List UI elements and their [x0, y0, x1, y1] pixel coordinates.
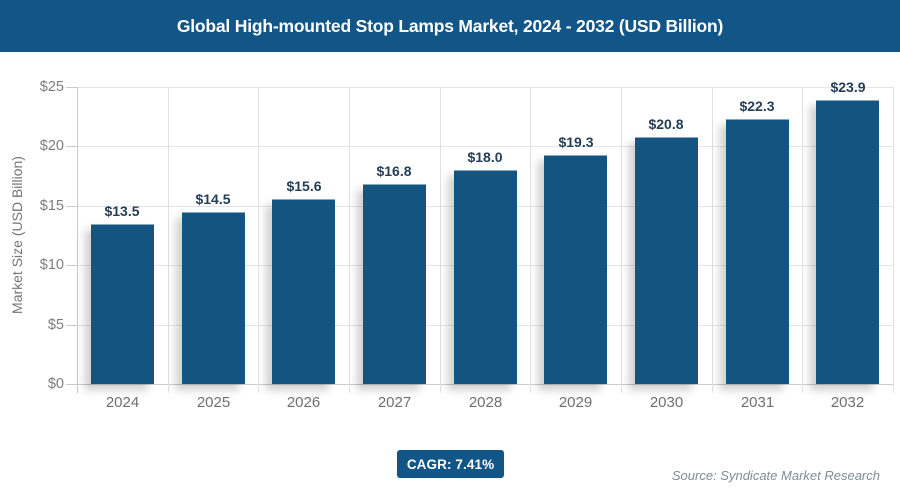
bar-value-label: $19.3 [558, 134, 594, 150]
y-axis-title: Market Size (USD Billion) [9, 156, 25, 314]
bar-2028 [454, 170, 517, 384]
x-gridline [530, 87, 531, 393]
x-axis-label: 2032 [830, 394, 865, 411]
chart-header: Global High-mounted Stop Lamps Market, 2… [0, 0, 900, 52]
bar-2027 [363, 184, 426, 384]
x-axis-label: 2028 [468, 394, 503, 411]
bar-value-label: $22.3 [739, 98, 775, 114]
bar-value-label: $13.5 [104, 203, 140, 219]
bar-2026 [272, 199, 335, 384]
x-gridline [802, 87, 803, 393]
bar-value-label: $16.8 [376, 163, 412, 179]
x-gridline [168, 87, 169, 393]
y-gridline [77, 384, 893, 385]
x-gridline [440, 87, 441, 393]
x-gridline [893, 87, 894, 393]
x-axis-label: 2031 [740, 394, 775, 411]
x-gridline [621, 87, 622, 393]
y-tick-mark [66, 87, 77, 88]
y-tick-label: $10 [39, 257, 64, 273]
y-tick-label: $20 [39, 138, 64, 154]
bar-value-label: $23.9 [830, 79, 866, 95]
x-axis-label: 2024 [105, 394, 140, 411]
y-tick-label: $0 [47, 376, 64, 392]
x-axis-label: 2027 [377, 394, 412, 411]
chart-title: Global High-mounted Stop Lamps Market, 2… [176, 15, 724, 36]
bar-value-label: $20.8 [648, 116, 684, 132]
bar-2024 [91, 224, 154, 384]
x-gridline [349, 87, 350, 393]
bar-2032 [816, 100, 879, 384]
bar-value-label: $18.0 [467, 149, 503, 165]
y-tick-mark [66, 265, 77, 266]
bar-value-label: $15.6 [286, 178, 322, 194]
bar-2030 [635, 137, 698, 384]
y-tick-mark [66, 206, 77, 207]
bar-2025 [182, 212, 245, 384]
x-axis-label: 2030 [649, 394, 684, 411]
y-tick-mark [66, 325, 77, 326]
y-tick-mark [66, 384, 77, 385]
y-tick-label: $5 [47, 317, 64, 333]
x-gridline [712, 87, 713, 393]
source-text: Source: Syndicate Market Research [671, 468, 880, 483]
y-gridline [77, 146, 893, 147]
y-tick-mark [66, 146, 77, 147]
bar-2031 [726, 119, 789, 384]
x-axis-label: 2025 [196, 394, 231, 411]
y-tick-label: $25 [39, 79, 64, 95]
bar-value-label: $14.5 [195, 191, 231, 207]
y-gridline [77, 87, 893, 88]
y-tick-label: $15 [39, 198, 64, 214]
x-axis-label: 2026 [286, 394, 321, 411]
x-gridline [258, 87, 259, 393]
bar-2029 [544, 155, 607, 384]
y-axis-line [77, 87, 78, 393]
cagr-badge: CAGR: 7.41% [397, 450, 504, 478]
x-axis-label: 2029 [558, 394, 593, 411]
plot-area: $13.5 $14.5 $15.6 $16.8 $18.0 $19.3 $20.8 $22.3… [77, 79, 894, 393]
